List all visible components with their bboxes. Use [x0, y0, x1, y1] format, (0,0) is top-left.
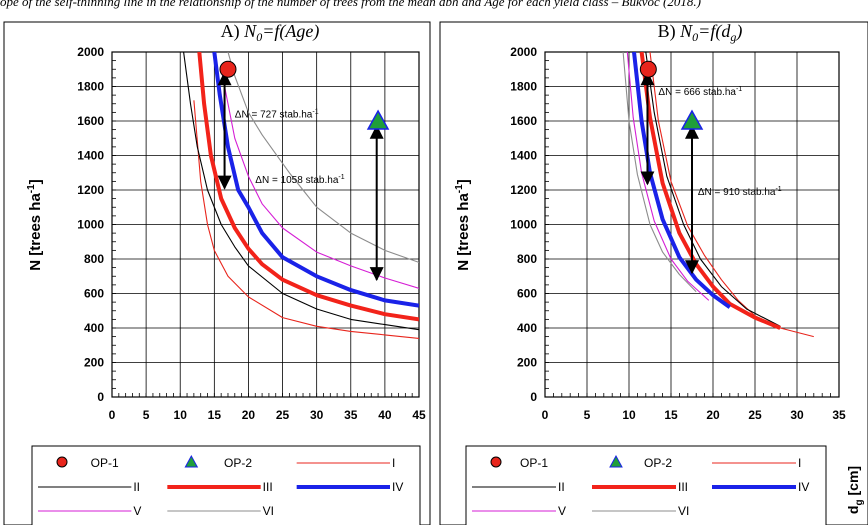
- x-tick-label: 30: [790, 408, 804, 422]
- x-tick-label: 5: [584, 408, 591, 422]
- y-tick-label: 600: [84, 287, 104, 301]
- series-line-VI: [227, 52, 419, 263]
- legend-label: OP-1: [91, 456, 119, 470]
- series-line-V: [626, 52, 710, 301]
- y-tick-label: 600: [517, 287, 537, 301]
- legend-label: OP-2: [644, 456, 672, 470]
- delta-annotation: ΔN = 727 stab.ha-1: [235, 109, 319, 121]
- legend-marker-op2: [609, 454, 623, 468]
- y-tick-label: 1200: [510, 183, 537, 197]
- x-tick-label: 30: [310, 408, 324, 422]
- x-tick-label: 20: [242, 408, 256, 422]
- chart-panel-B: B) N0=f(dg) 0 5 10 15 20 25 30 35 0 200 400 600 800 10…: [439, 21, 868, 525]
- y-tick-label: 200: [517, 356, 537, 370]
- legend-label: OP-1: [520, 456, 548, 470]
- x-tick-label: 0: [542, 408, 549, 422]
- chart-panel-A: A) N0=f(Age) 0 5 10 15 20 25 30 35 40 45 0 200 400 600…: [3, 21, 461, 525]
- legend-label: OP-2: [224, 456, 252, 470]
- chart-title: B) N0=f(dg): [658, 21, 743, 44]
- legend-label: VI: [678, 504, 689, 518]
- legend-label: III: [263, 480, 273, 494]
- y-tick-label: 1800: [77, 80, 104, 94]
- x-tick-label: 0: [109, 408, 116, 422]
- x-tick-label: 10: [622, 408, 636, 422]
- x-tick-label: 15: [664, 408, 678, 422]
- y-tick-label: 0: [97, 390, 104, 404]
- x-tick-label: 25: [748, 408, 762, 422]
- legend-label: VI: [263, 504, 274, 518]
- legend-label: IV: [392, 480, 403, 494]
- y-tick-label: 200: [84, 356, 104, 370]
- point-op2: [366, 109, 390, 130]
- y-tick-label: 1200: [77, 183, 104, 197]
- y-tick-label: 800: [517, 252, 537, 266]
- y-tick-label: 2000: [77, 45, 104, 59]
- y-tick-label: 1400: [510, 149, 537, 163]
- y-tick-label: 800: [84, 252, 104, 266]
- series-line-I: [193, 100, 419, 339]
- point-op1: [639, 60, 657, 78]
- x-axis-label: dg [cm]: [845, 466, 865, 514]
- x-tick-label: 5: [143, 408, 150, 422]
- legend-label: V: [133, 504, 141, 518]
- panel-frame: [3, 21, 431, 525]
- y-tick-label: 400: [84, 321, 104, 335]
- y-tick-label: 1600: [77, 114, 104, 128]
- chart-title: A) N0=f(Age): [221, 21, 320, 44]
- y-tick-label: 1000: [77, 218, 104, 232]
- legend-label: I: [798, 456, 801, 470]
- x-tick-label: 25: [276, 408, 290, 422]
- legend-label: II: [133, 480, 140, 494]
- legend-label: IV: [798, 480, 809, 494]
- x-tick-label: 35: [832, 408, 846, 422]
- y-tick-label: 1800: [510, 80, 537, 94]
- legend-marker-op2: [184, 454, 199, 468]
- y-tick-label: 0: [530, 390, 537, 404]
- plot-area: [544, 51, 840, 398]
- legend-label: I: [392, 456, 395, 470]
- y-tick-label: 2000: [510, 45, 537, 59]
- legend-label: III: [678, 480, 688, 494]
- y-tick-label: 1600: [510, 114, 537, 128]
- series-line-III: [197, 52, 419, 322]
- x-tick-label: 15: [208, 408, 222, 422]
- x-tick-label: 45: [412, 408, 426, 422]
- x-tick-label: 40: [378, 408, 392, 422]
- x-tick-label: 20: [706, 408, 720, 422]
- legend-label: V: [558, 504, 566, 518]
- y-axis-label: N [trees ha-1]: [26, 179, 44, 270]
- series-line-II: [183, 52, 419, 331]
- series-line-VI: [622, 52, 697, 293]
- legend-label: II: [558, 480, 565, 494]
- y-tick-label: 400: [517, 321, 537, 335]
- legend-marker-op1: [490, 456, 502, 468]
- point-op1: [219, 60, 237, 78]
- x-tick-label: 10: [174, 408, 188, 422]
- delta-annotation: ΔN = 666 stab.ha-1: [658, 86, 742, 98]
- y-axis-label: N [trees ha-1]: [454, 179, 472, 270]
- x-tick-label: 35: [344, 408, 358, 422]
- legend-marker-op1: [56, 456, 68, 468]
- y-tick-label: 1000: [510, 218, 537, 232]
- y-tick-label: 1400: [77, 149, 104, 163]
- delta-annotation: ΔN = 910 stab.ha-1: [698, 186, 782, 198]
- delta-annotation: ΔN = 1058 stab.ha-1: [255, 174, 344, 186]
- point-op2: [680, 109, 704, 130]
- figure-caption: ope of the self-thinning line in the rel…: [0, 0, 701, 9]
- plot-area: [111, 51, 420, 398]
